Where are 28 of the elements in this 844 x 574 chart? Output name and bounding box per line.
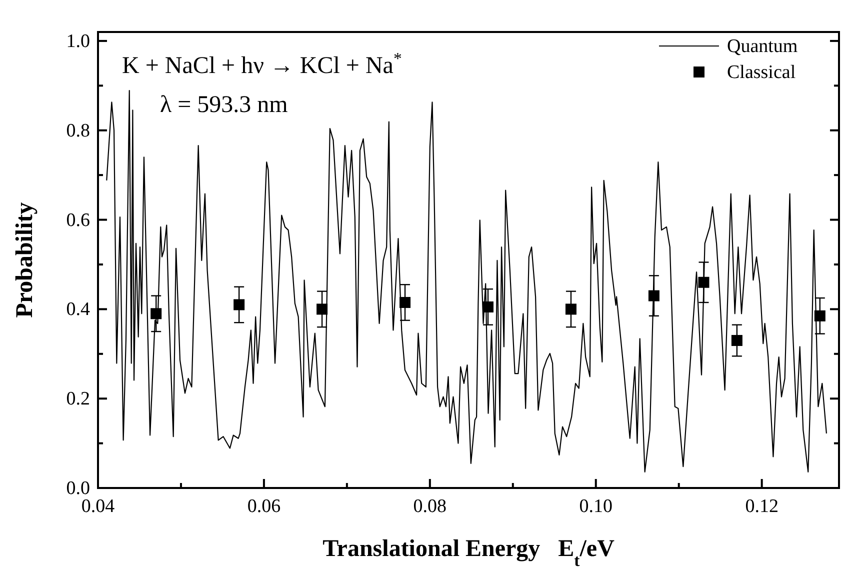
point bbox=[731, 334, 742, 346]
y-tick-label: 0.6 bbox=[66, 210, 90, 231]
x-tick-label: 0.08 bbox=[413, 496, 447, 517]
y-axis-title: Probability bbox=[12, 202, 38, 318]
x-tick-label: 0.12 bbox=[745, 496, 778, 517]
point bbox=[316, 304, 328, 315]
point bbox=[814, 310, 826, 322]
point bbox=[234, 299, 245, 310]
y-tick-label: 0.8 bbox=[66, 120, 90, 142]
point bbox=[482, 301, 494, 312]
legend-label: Quantum bbox=[727, 36, 798, 57]
y-tick-label: 0.0 bbox=[66, 478, 90, 499]
x-tick-label: 0.10 bbox=[579, 496, 612, 517]
point bbox=[565, 304, 576, 315]
x-axis-title: Translational Energy E$_{t}$/eV bbox=[322, 536, 616, 570]
point bbox=[400, 296, 411, 308]
point bbox=[648, 290, 660, 302]
x-tick-label: 0.06 bbox=[247, 496, 281, 517]
y-tick-label: 0.4 bbox=[66, 299, 90, 320]
annotation: K + NaCl + hν → KCl + Na$^{*}$ bbox=[122, 48, 402, 79]
point bbox=[698, 276, 710, 288]
y-tick-label: 0.2 bbox=[66, 388, 90, 410]
point bbox=[150, 308, 162, 320]
x-tick-label: 0.04 bbox=[81, 496, 116, 517]
legend-label: Classical bbox=[727, 62, 796, 83]
annotation: λ = 593.3 nm bbox=[160, 92, 288, 118]
y-tick-label: 1.0 bbox=[66, 30, 90, 52]
line-series bbox=[106, 90, 828, 472]
